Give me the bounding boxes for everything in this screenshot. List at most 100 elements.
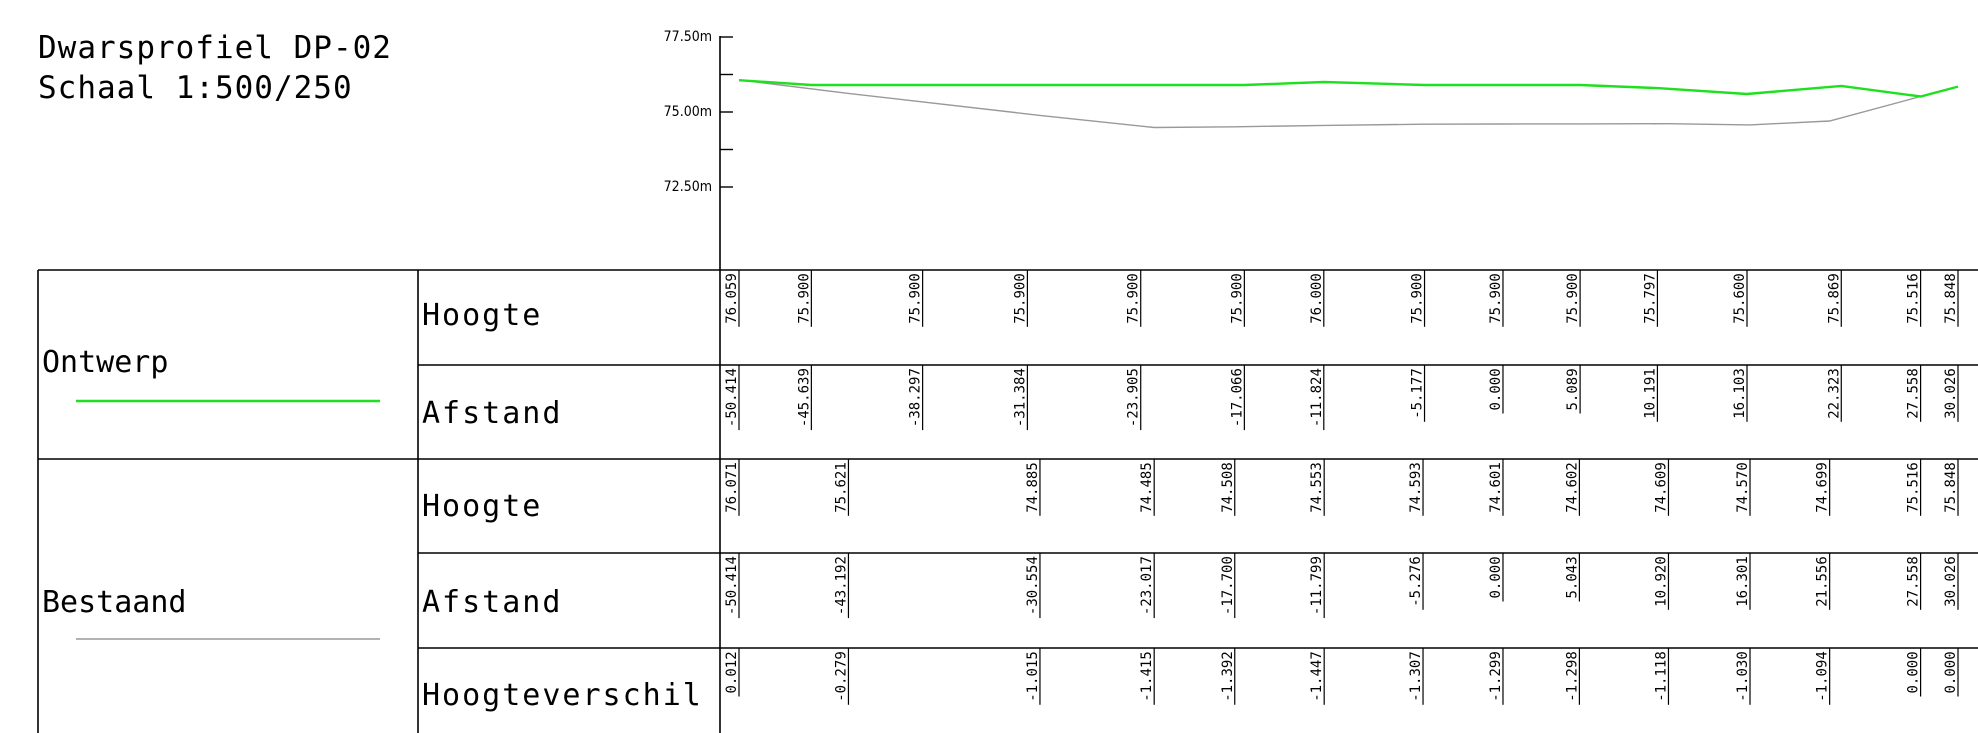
hoogteverschil-cell: -0.279 — [833, 648, 849, 705]
hoogteverschil-value: 0.000 — [1943, 651, 1959, 693]
hoogteverschil-cell: -1.415 — [1139, 648, 1155, 705]
ontwerp-hoogte-value: 75.848 — [1943, 273, 1959, 324]
hoogteverschil-value: -1.015 — [1025, 651, 1041, 702]
ontwerp-hoogte-value: 75.900 — [1565, 273, 1581, 324]
hoogteverschil-value: -1.415 — [1139, 651, 1155, 702]
bestaand-afstand-cell: 10.920 — [1654, 553, 1670, 610]
bestaand-afstand-cell: -23.017 — [1139, 553, 1155, 619]
ontwerp-afstand-cell: 22.323 — [1826, 365, 1842, 422]
bestaand-afstand-cell: 5.043 — [1564, 553, 1580, 602]
bestaand-hoogte-value: 74.609 — [1654, 462, 1670, 513]
bestaand-hoogte-value: 75.621 — [833, 462, 849, 513]
ontwerp-hoogte-value: 75.900 — [1126, 273, 1142, 324]
axis-tick-label: 72.50m — [664, 179, 712, 195]
ontwerp-afstand-cell: -38.297 — [908, 365, 924, 431]
bestaand-afstand-value: 30.026 — [1943, 556, 1959, 607]
hoogteverschil-value: -1.447 — [1309, 651, 1325, 702]
bestaand-afstand-cell: 30.026 — [1943, 553, 1959, 610]
bestaand-hoogte-value: 74.601 — [1488, 462, 1504, 513]
bestaand-afstand-value: 27.558 — [1906, 556, 1922, 607]
hoogteverschil-cell: -1.447 — [1309, 648, 1325, 705]
bestaand-afstand-value: 0.000 — [1488, 556, 1504, 598]
row-label-hoogteverschil: Hoogteverschil — [422, 678, 703, 713]
ontwerp-hoogte-value: 75.900 — [1488, 273, 1504, 324]
ontwerp-afstand-cell: 10.191 — [1642, 365, 1658, 422]
ontwerp-afstand-value: -38.297 — [908, 368, 924, 427]
bestaand-afstand-cell: 16.301 — [1735, 553, 1751, 610]
ontwerp-hoogte-value: 75.900 — [908, 273, 924, 324]
axis-tick-label: 77.50m — [664, 29, 712, 45]
hoogteverschil-value: -1.307 — [1408, 651, 1424, 702]
bestaand-hoogte-value: 76.071 — [724, 462, 740, 513]
ontwerp-afstand-value: -23.905 — [1126, 368, 1142, 427]
row-label-ontwerp-afstand: Afstand — [422, 396, 562, 431]
bestaand-hoogte-cell: 74.485 — [1139, 459, 1155, 516]
bestaand-afstand-cell: 27.558 — [1906, 553, 1922, 610]
hoogteverschil-value: -1.030 — [1735, 651, 1751, 702]
bestaand-hoogte-cell: 76.071 — [724, 459, 740, 516]
hoogteverschil-value: 0.000 — [1906, 651, 1922, 693]
ontwerp-hoogte-cell: 75.900 — [1565, 270, 1581, 327]
ontwerp-hoogte-cell: 75.900 — [1126, 270, 1142, 327]
bestaand-hoogte-cell: 74.593 — [1408, 459, 1424, 516]
bestaand-hoogte-value: 74.553 — [1309, 462, 1325, 513]
hoogteverschil-cell: 0.000 — [1943, 648, 1959, 697]
bestaand-hoogte-cell: 74.601 — [1488, 459, 1504, 516]
ontwerp-afstand-value: -45.639 — [796, 368, 812, 427]
drawing-scale: Schaal 1:500/250 — [38, 70, 353, 106]
table-values: 76.059 75.900 75.900 75.900 75.900 75.900 76.0… — [724, 270, 1959, 705]
row-label-bestaand-hoogte: Hoogte — [422, 489, 542, 524]
hoogteverschil-value: 0.012 — [724, 651, 740, 693]
ontwerp-afstand-cell: 5.089 — [1565, 365, 1581, 414]
row-label-bestaand-afstand: Afstand — [422, 585, 562, 620]
ontwerp-afstand-value: -31.384 — [1012, 368, 1028, 427]
bestaand-afstand-value: 16.301 — [1735, 556, 1751, 607]
bestaand-afstand-value: -17.700 — [1220, 556, 1236, 615]
bestaand-hoogte-cell: 75.516 — [1906, 459, 1922, 516]
hoogteverschil-cell: -1.015 — [1025, 648, 1041, 705]
ontwerp-afstand-value: -17.066 — [1229, 368, 1245, 427]
bestaand-afstand-cell: -30.554 — [1025, 553, 1041, 619]
bestaand-hoogte-value: 74.699 — [1815, 462, 1831, 513]
ontwerp-hoogte-value: 75.900 — [1229, 273, 1245, 324]
ontwerp-afstand-value: 10.191 — [1642, 368, 1658, 419]
ontwerp-hoogte-cell: 75.797 — [1642, 270, 1658, 327]
bestaand-afstand-value: -50.414 — [724, 556, 740, 615]
bestaand-afstand-value: -30.554 — [1025, 556, 1041, 615]
ontwerp-afstand-value: -50.414 — [724, 368, 740, 427]
ontwerp-hoogte-value: 75.900 — [1410, 273, 1426, 324]
row-label-ontwerp-hoogte: Hoogte — [422, 298, 542, 333]
bestaand-hoogte-cell: 74.609 — [1654, 459, 1670, 516]
bestaand-hoogte-cell: 74.570 — [1735, 459, 1751, 516]
ontwerp-afstand-cell: -11.824 — [1309, 365, 1325, 431]
bestaand-hoogte-value: 74.593 — [1408, 462, 1424, 513]
ontwerp-hoogte-value: 75.900 — [1012, 273, 1028, 324]
bestaand-hoogte-value: 74.508 — [1220, 462, 1236, 513]
ontwerp-hoogte-value: 75.797 — [1642, 273, 1658, 324]
hoogteverschil-value: -1.299 — [1488, 651, 1504, 702]
series-line-ontwerp — [738, 79, 1959, 98]
axis-tick-label: 75.00m — [664, 104, 712, 120]
ontwerp-afstand-cell: -31.384 — [1012, 365, 1028, 431]
drawing-title-block: Dwarsprofiel DP-02 Schaal 1:500/250 — [38, 28, 392, 108]
ontwerp-hoogte-value: 75.900 — [796, 273, 812, 324]
bestaand-hoogte-cell: 74.885 — [1025, 459, 1041, 516]
bestaand-hoogte-value: 74.885 — [1025, 462, 1041, 513]
ontwerp-hoogte-cell: 75.869 — [1826, 270, 1842, 327]
bestaand-hoogte-cell: 75.621 — [833, 459, 849, 516]
ontwerp-hoogte-value: 75.600 — [1732, 273, 1748, 324]
bestaand-hoogte-cell: 74.553 — [1309, 459, 1325, 516]
bestaand-afstand-cell: -5.276 — [1408, 553, 1424, 610]
ontwerp-afstand-cell: 27.558 — [1906, 365, 1922, 422]
ontwerp-afstand-value: -5.177 — [1410, 368, 1426, 419]
profile-plot — [738, 79, 1959, 129]
ontwerp-afstand-value: 5.089 — [1565, 368, 1581, 410]
ontwerp-hoogte-cell: 75.900 — [796, 270, 812, 327]
ontwerp-afstand-value: 27.558 — [1906, 368, 1922, 419]
ontwerp-afstand-cell: 0.000 — [1488, 365, 1504, 414]
bestaand-afstand-cell: -43.192 — [833, 553, 849, 619]
ontwerp-hoogte-value: 76.059 — [724, 273, 740, 324]
ontwerp-afstand-cell: -23.905 — [1126, 365, 1142, 431]
hoogteverschil-value: -1.392 — [1220, 651, 1236, 702]
